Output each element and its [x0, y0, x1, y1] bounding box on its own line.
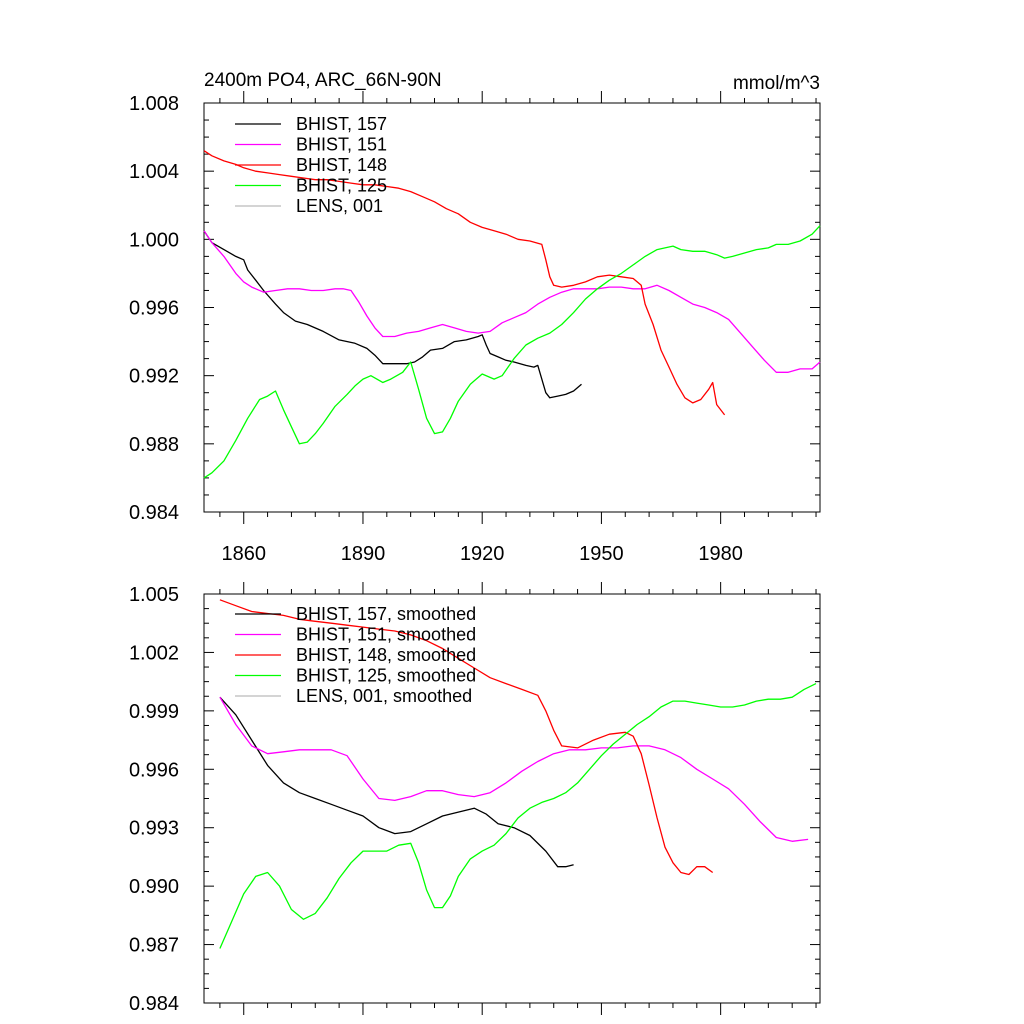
panel2-ytick-label: 1.002 [129, 642, 179, 664]
panel1-xtick-label: 1950 [579, 543, 624, 565]
panel1-ytick-label: 0.992 [129, 366, 179, 388]
panel2-legend-label: LENS, 001, smoothed [296, 686, 472, 706]
panel1-title: 2400m PO4, ARC_66N-90N [204, 70, 442, 91]
panel2-ytick-label: 0.993 [129, 818, 179, 840]
panel1-legend-label: LENS, 001 [296, 196, 383, 216]
panel2-series-line [219, 599, 714, 876]
panel1-ytick-label: 1.004 [129, 161, 179, 183]
panel1-series-line [203, 150, 726, 416]
panel2-series-line [219, 696, 809, 842]
panel2-legend-label: BHIST, 125, smoothed [296, 666, 476, 686]
panel1-ytick-label: 0.988 [129, 434, 179, 456]
panel1-xtick-label: 1920 [460, 543, 505, 565]
panel2-legend-label: BHIST, 148, smoothed [296, 645, 476, 665]
panel1-units: mmol/m^3 [733, 73, 820, 94]
panel1-xtick-label: 1860 [221, 543, 266, 565]
panel2-ytick-label: 1.005 [129, 584, 179, 606]
panel1-series-line [203, 230, 582, 399]
panel2-ytick-label: 0.996 [129, 759, 179, 781]
panel2-legend-label: BHIST, 151, smoothed [296, 625, 476, 645]
panel2-ytick-label: 0.984 [129, 993, 179, 1015]
panel2-ytick-label: 0.987 [129, 935, 179, 957]
panel1-series-line [203, 230, 821, 373]
panel1-legend-label: BHIST, 157 [296, 114, 387, 134]
panel2-ytick-label: 0.999 [129, 701, 179, 723]
panel1-legend-label: BHIST, 125 [296, 176, 387, 196]
panel1-ytick-label: 0.984 [129, 502, 179, 524]
panel1-legend-label: BHIST, 151 [296, 135, 387, 155]
panel2-series-line [219, 696, 574, 868]
panel1-ytick-label: 0.996 [129, 298, 179, 320]
panel1-ytick-label: 1.000 [129, 229, 179, 251]
panel1-xtick-label: 1890 [341, 543, 386, 565]
panel2-ytick-label: 0.990 [129, 876, 179, 898]
panel1-legend-label: BHIST, 148 [296, 155, 387, 175]
panel2-series-line [219, 683, 817, 949]
panel1-series-line [203, 225, 821, 479]
panel1-ytick-label: 1.008 [129, 93, 179, 115]
panel1-xtick-label: 1980 [698, 543, 743, 565]
panel2-legend-label: BHIST, 157, smoothed [296, 604, 476, 624]
